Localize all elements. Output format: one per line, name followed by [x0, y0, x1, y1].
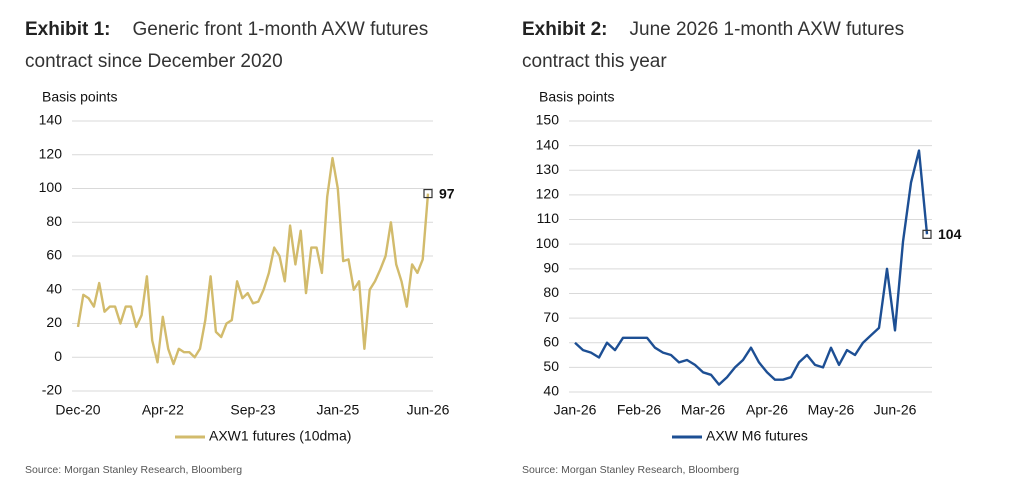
x-tick-label: Jun-26	[874, 402, 917, 418]
exhibit-title: Exhibit 2: June 2026 1-month AXW futures …	[522, 14, 942, 78]
y-axis-label: Basis points	[539, 89, 614, 105]
source: Source: Morgan Stanley Research, Bloombe…	[25, 464, 242, 476]
y-tick-label: 20	[46, 314, 62, 330]
x-tick-label: Feb-26	[617, 402, 662, 418]
y-tick-label: 60	[46, 247, 62, 263]
x-tick-label: Jun-26	[407, 402, 450, 418]
x-tick-label: Mar-26	[681, 402, 726, 418]
x-tick-label: Jan-26	[554, 402, 597, 418]
exhibit-title: Exhibit 1: Generic front 1-month AXW futu…	[25, 14, 445, 78]
legend-label: AXW1 futures (10dma)	[209, 428, 351, 444]
y-tick-label: 70	[543, 309, 559, 325]
end-marker	[922, 229, 932, 239]
exhibit-number: Exhibit 1:	[25, 19, 111, 40]
end-label: 97	[439, 185, 455, 201]
y-axis-label: Basis points	[42, 89, 117, 105]
y-tick-label: 150	[536, 112, 560, 128]
y-tick-label: 100	[536, 235, 560, 251]
y-tick-label: 120	[39, 145, 63, 161]
x-tick-label: Apr-22	[142, 402, 184, 418]
y-tick-label: 80	[543, 284, 559, 300]
x-tick-label: May-26	[808, 402, 855, 418]
data-line	[574, 149, 929, 386]
y-tick-label: 50	[543, 358, 559, 374]
y-tick-label: 60	[543, 333, 559, 349]
x-tick-label: Sep-23	[230, 402, 275, 418]
end-label: 104	[938, 226, 962, 242]
y-tick-label: 120	[536, 186, 560, 202]
y-tick-label: 130	[536, 161, 560, 177]
end-marker	[423, 188, 433, 199]
chart-title: June 2026 1-month AXW futures contract t…	[522, 19, 905, 72]
chart-title: Generic front 1-month AXW futures contra…	[25, 19, 429, 72]
x-tick-label: Apr-26	[746, 402, 788, 418]
legend-label: AXW M6 futures	[706, 428, 808, 444]
y-tick-label: 110	[537, 210, 560, 226]
y-tick-label: 40	[46, 280, 62, 296]
y-tick-label: 0	[54, 348, 62, 364]
exhibit-number: Exhibit 2:	[522, 19, 608, 40]
y-tick-label: 40	[543, 383, 559, 399]
y-tick-label: 80	[46, 213, 62, 229]
y-tick-label: 90	[543, 260, 559, 276]
data-line	[76, 156, 430, 366]
source: Source: Morgan Stanley Research, Bloombe…	[522, 464, 739, 476]
y-tick-label: 140	[39, 112, 63, 128]
y-tick-label: 140	[536, 136, 560, 152]
x-tick-label: Dec-20	[55, 402, 100, 418]
x-tick-label: Jan-25	[316, 402, 359, 418]
y-tick-label: 100	[39, 179, 63, 195]
y-tick-label: -20	[42, 382, 62, 398]
